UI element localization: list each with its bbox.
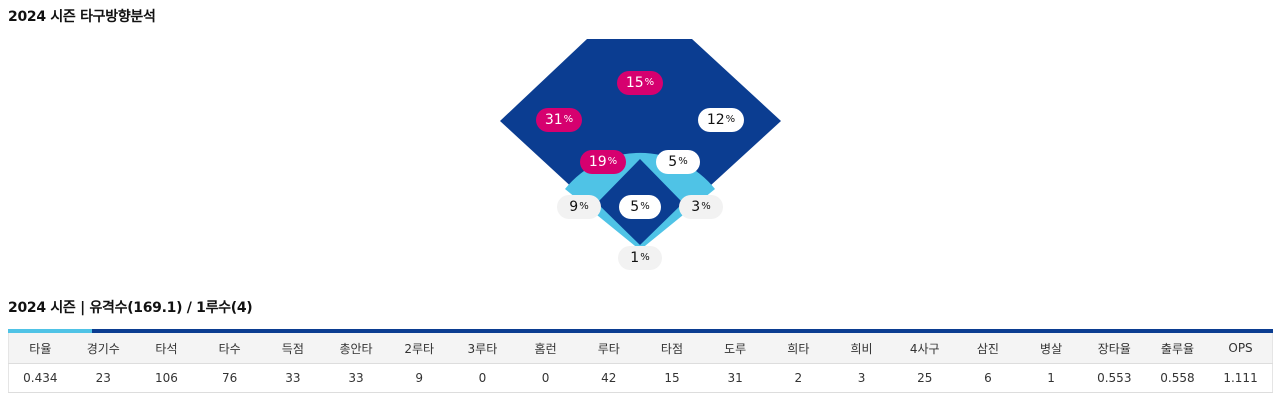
pct-mound: 5%	[619, 195, 661, 219]
header-pa: 타석	[134, 333, 199, 364]
header-gdp: 병살	[1019, 333, 1083, 364]
stats-top-bar-accent	[8, 329, 92, 333]
header-obp: 출루율	[1145, 333, 1210, 364]
value-pa: 106	[134, 363, 199, 393]
value-ab: 76	[198, 363, 262, 393]
value-bb-hbp: 25	[893, 363, 957, 393]
pct-home: 1%	[618, 246, 662, 270]
header-hr: 홈런	[514, 333, 578, 364]
value-so: 6	[956, 363, 1020, 393]
value-triples: 0	[450, 363, 514, 393]
stats-header-row: 타율 경기수 타석 타수 득점 총안타 2루타 3루타 홈런 루타 타점 도루 …	[8, 333, 1273, 364]
pct-left-line: 9%	[557, 195, 601, 219]
stats-top-bar	[8, 329, 1273, 333]
header-slg: 장타율	[1082, 333, 1146, 364]
pct-right-line: 3%	[679, 195, 723, 219]
header-avg: 타율	[8, 333, 72, 364]
header-sac: 희타	[766, 333, 830, 364]
value-slg: 0.553	[1082, 363, 1146, 393]
value-sac: 2	[766, 363, 830, 393]
pct-center-field: 15%	[617, 71, 663, 95]
value-ops: 1.111	[1209, 363, 1273, 393]
header-triples: 3루타	[450, 333, 514, 364]
value-sb: 31	[703, 363, 767, 393]
header-bb-hbp: 4사구	[893, 333, 957, 364]
value-avg: 0.434	[8, 363, 72, 393]
header-ab: 타수	[198, 333, 262, 364]
season-stats-table: 타율 경기수 타석 타수 득점 총안타 2루타 3루타 홈런 루타 타점 도루 …	[8, 333, 1273, 393]
value-runs: 33	[261, 363, 325, 393]
header-ops: OPS	[1209, 333, 1273, 364]
pct-right-center: 12%	[698, 108, 744, 132]
value-tb: 42	[577, 363, 641, 393]
pct-short-left: 19%	[580, 150, 626, 174]
pct-short-right: 5%	[656, 150, 700, 174]
outfield-region	[500, 39, 781, 250]
header-sf: 희비	[829, 333, 894, 364]
value-obp: 0.558	[1145, 363, 1210, 393]
spray-chart-title: 2024 시즌 타구방향분석	[8, 9, 156, 25]
header-tb: 루타	[577, 333, 641, 364]
season-stats-title: 2024 시즌 | 유격수(169.1) / 1루수(4)	[8, 300, 253, 316]
stats-value-row: 0.434 23 106 76 33 33 9 0 0 42 15 31 2 3…	[8, 363, 1273, 393]
header-runs: 득점	[261, 333, 325, 364]
header-doubles: 2루타	[387, 333, 451, 364]
value-doubles: 9	[387, 363, 451, 393]
header-games: 경기수	[71, 333, 135, 364]
value-rbi: 15	[640, 363, 704, 393]
value-hits: 33	[324, 363, 388, 393]
header-so: 삼진	[956, 333, 1020, 364]
value-gdp: 1	[1019, 363, 1083, 393]
value-hr: 0	[514, 363, 578, 393]
value-games: 23	[71, 363, 135, 393]
spray-chart: 15% 31% 12% 19% 5% 9% 5% 3% 1%	[500, 39, 781, 270]
header-sb: 도루	[703, 333, 767, 364]
pct-left-center: 31%	[536, 108, 582, 132]
value-sf: 3	[829, 363, 894, 393]
header-hits: 총안타	[324, 333, 388, 364]
header-rbi: 타점	[640, 333, 704, 364]
